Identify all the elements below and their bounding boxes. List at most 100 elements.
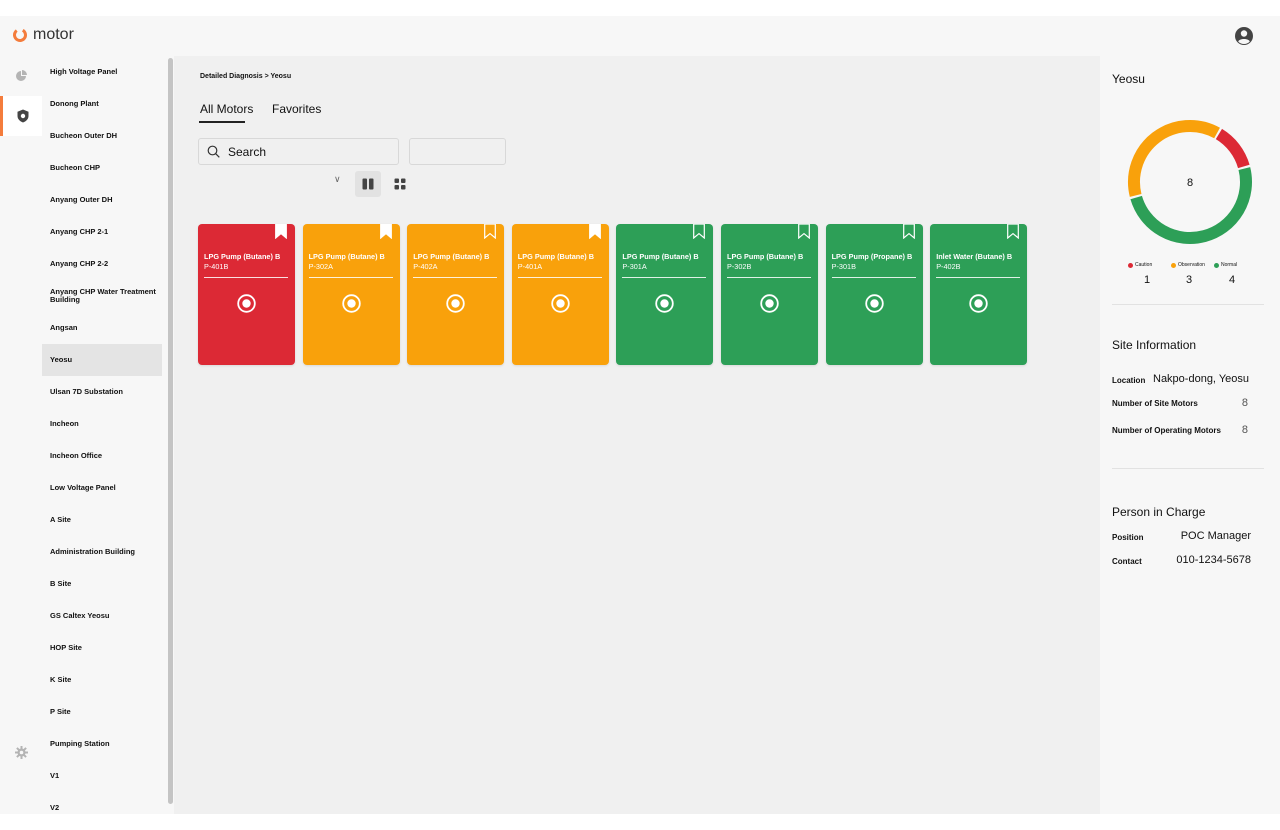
- sidebar-item-site[interactable]: Bucheon CHP: [50, 163, 101, 172]
- divider: [1112, 304, 1264, 305]
- sidebar-item-site[interactable]: Bucheon Outer DH: [50, 131, 118, 140]
- sidebar-item-site[interactable]: P Site: [50, 707, 71, 716]
- rail-dashboard[interactable]: [0, 56, 42, 96]
- caution-count: 1: [1143, 274, 1151, 286]
- sidebar-item-site[interactable]: Incheon Office: [50, 451, 103, 460]
- motor-card[interactable]: LPG Pump (Butane) B P-402A: [407, 224, 505, 365]
- sidebar-item-site[interactable]: Anyang CHP 2-2: [50, 259, 109, 268]
- radio-target-icon: [760, 294, 779, 313]
- search-box[interactable]: [198, 138, 399, 165]
- motor-card[interactable]: LPG Pump (Butane) B P-401B: [198, 224, 295, 365]
- grid-view-button[interactable]: [387, 171, 413, 197]
- motor-card[interactable]: LPG Pump (Butane) B P-401A: [511, 224, 609, 365]
- radio-target-icon: [341, 294, 361, 313]
- legend-observation: Observation: [1171, 262, 1205, 268]
- sidebar-item-site[interactable]: High Voltage Panel: [50, 67, 118, 76]
- sidebar-item-site[interactable]: Angsan: [50, 323, 78, 332]
- sidebar-item-site[interactable]: K Site: [50, 675, 72, 684]
- site-info-title: Site Information: [1112, 338, 1197, 352]
- sidebar-item-site[interactable]: Ulsan 7D Substation: [50, 387, 123, 396]
- chevron-down-icon[interactable]: ∨: [334, 174, 341, 184]
- person-title: Person in Charge: [1112, 505, 1206, 519]
- card-divider: [308, 277, 393, 278]
- motor-name: LPG Pump (Butane) B: [517, 252, 595, 261]
- observation-dot: [1171, 262, 1176, 268]
- motor-card[interactable]: LPG Pump (Butane) B P-302B: [721, 224, 818, 365]
- bookmark-icon[interactable]: [484, 224, 497, 239]
- radio-target-icon: [551, 294, 570, 313]
- motor-id: P-301B: [831, 262, 856, 271]
- grid-icon: [394, 178, 406, 190]
- bookmark-icon[interactable]: [693, 224, 706, 239]
- motor-name: LPG Pump (Propane) B: [831, 252, 913, 261]
- panel-site-name: Yeosu: [1112, 72, 1145, 86]
- site-motors-label: Number of Site Motors: [1112, 399, 1198, 408]
- power-ring-icon: [13, 28, 27, 43]
- sidebar-item-site[interactable]: Anyang CHP 2-1: [50, 227, 109, 236]
- donut-segment-observation: [1128, 120, 1220, 197]
- motor-name: LPG Pump (Butane) B: [413, 252, 490, 261]
- logo-text: motor: [33, 26, 74, 43]
- sidebar-item-site[interactable]: V1: [50, 771, 60, 780]
- bookmark-icon[interactable]: [275, 224, 287, 239]
- bookmark-icon[interactable]: [798, 224, 810, 239]
- tab-all-motors[interactable]: All Motors: [200, 102, 254, 116]
- operating-motors-value: 8: [1241, 424, 1248, 436]
- site-list-scrollbar[interactable]: [168, 58, 173, 804]
- bookmark-icon[interactable]: [379, 224, 392, 239]
- pie-chart-icon: [16, 70, 27, 81]
- user-circle-icon[interactable]: [1234, 26, 1254, 46]
- motor-id: P-302B: [727, 262, 752, 271]
- sidebar-item-site[interactable]: Low Voltage Panel: [50, 483, 116, 492]
- position-label: Position: [1112, 533, 1144, 542]
- legend-normal-label: Normal: [1221, 262, 1238, 268]
- motor-name: LPG Pump (Butane) B: [727, 252, 804, 261]
- contact-label: Contact: [1112, 557, 1142, 566]
- card-divider: [831, 277, 916, 278]
- search-icon: [207, 145, 220, 158]
- top-bar: motor: [0, 16, 1280, 56]
- tab-favorites[interactable]: Favorites: [272, 102, 322, 116]
- sidebar-item-site[interactable]: GS Caltex Yeosu: [50, 611, 110, 620]
- filter-select[interactable]: [409, 138, 506, 165]
- site-motors-value: 8: [1241, 397, 1248, 409]
- gear-icon: [14, 745, 28, 759]
- sidebar-item-site[interactable]: HOP Site: [50, 643, 82, 652]
- motor-id: P-401B: [204, 262, 229, 271]
- status-donut-chart: 8: [1128, 120, 1252, 244]
- radio-target-icon: [864, 294, 884, 313]
- list-view-button[interactable]: [355, 171, 381, 197]
- donut-total: 8: [1187, 177, 1193, 189]
- motor-id: P-301A: [622, 262, 647, 271]
- rail-settings[interactable]: [0, 732, 42, 772]
- sidebar-item-site[interactable]: A Site: [50, 515, 71, 524]
- rail-diagnosis[interactable]: [0, 96, 42, 136]
- sidebar-item-site[interactable]: B Site: [50, 579, 72, 588]
- normal-dot: [1214, 262, 1219, 268]
- motor-card[interactable]: Inlet Water (Butane) B P-402B: [930, 224, 1028, 365]
- card-divider: [936, 277, 1021, 278]
- motor-card[interactable]: LPG Pump (Butane) B P-302A: [302, 224, 400, 365]
- sidebar-item-site[interactable]: V2: [50, 803, 60, 812]
- bookmark-icon[interactable]: [1007, 224, 1020, 239]
- motor-card[interactable]: LPG Pump (Butane) B P-301A: [616, 224, 714, 365]
- divider: [1112, 468, 1264, 469]
- sidebar-item-site[interactable]: Yeosu: [42, 344, 162, 376]
- bookmark-icon[interactable]: [588, 224, 601, 239]
- logo[interactable]: motor: [12, 26, 74, 44]
- motor-card[interactable]: LPG Pump (Propane) B P-301B: [825, 224, 923, 365]
- position-value: POC Manager: [1180, 530, 1251, 542]
- legend-normal: Normal: [1214, 262, 1237, 268]
- sidebar-item-site[interactable]: Anyang Outer DH: [50, 195, 113, 204]
- operating-motors-label: Number of Operating Motors: [1112, 426, 1221, 435]
- location-value: Nakpo-dong, Yeosu: [1153, 373, 1250, 385]
- sidebar-item-site[interactable]: Anyang CHP Water Treatment Building: [50, 287, 156, 304]
- sidebar-item-site[interactable]: Pumping Station: [50, 739, 110, 748]
- sidebar-item-site[interactable]: Administration Building: [50, 547, 135, 556]
- sidebar-item-site[interactable]: Donong Plant: [50, 99, 99, 108]
- breadcrumb: Detailed Diagnosis > Yeosu: [200, 73, 292, 80]
- site-summary-panel: Yeosu 8 Caution Observation Normal 1 3 4…: [1100, 56, 1280, 814]
- search-input[interactable]: [228, 144, 378, 159]
- sidebar-item-site[interactable]: Incheon: [50, 419, 79, 428]
- bookmark-icon[interactable]: [902, 224, 915, 239]
